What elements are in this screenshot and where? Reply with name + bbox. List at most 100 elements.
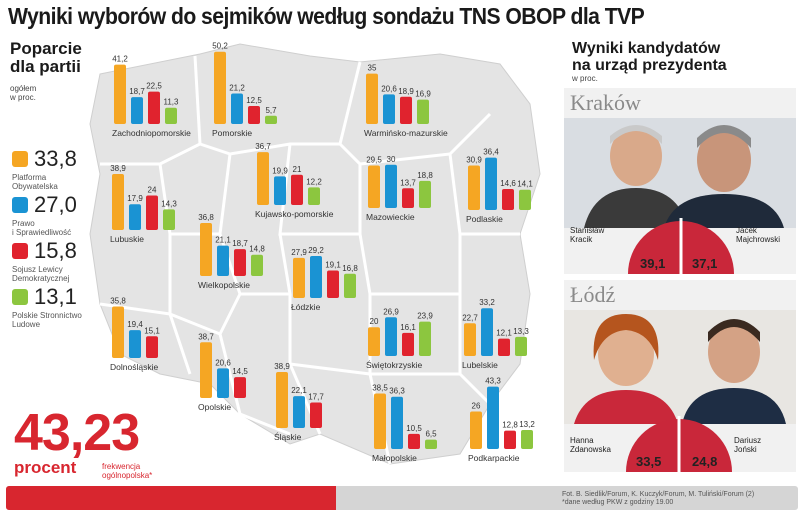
bar-value-label: 22,7 bbox=[462, 313, 478, 322]
region-group: 30,936,4 14,6 14,1 Podlaskie bbox=[466, 148, 533, 224]
bar bbox=[129, 330, 141, 358]
bar bbox=[374, 393, 386, 449]
bar bbox=[464, 323, 476, 356]
region-name-label: Kujawsko-pomorskie bbox=[255, 209, 334, 219]
region-group: 35 20,6 18,9 16,9 Warmińsko-mazurskie bbox=[364, 64, 448, 138]
bar bbox=[200, 223, 212, 276]
bar bbox=[419, 180, 431, 208]
legend-label-psl: Polskie Stronnictwo Ludowe bbox=[12, 311, 92, 329]
bar-value-label: 30,9 bbox=[466, 156, 482, 165]
photo-credit: Fot. B. Siedlik/Forum, K. Kuczyk/Forum, … bbox=[562, 491, 754, 507]
candidate-2-result: 24,8 bbox=[692, 454, 718, 469]
bar bbox=[308, 187, 320, 205]
legend-swatch-pis bbox=[12, 197, 28, 213]
legend-value-psl: 13,1 bbox=[34, 284, 77, 309]
legend-value-po: 33,8 bbox=[34, 146, 77, 171]
legend-label-po: Platforma Obywatelska bbox=[12, 173, 82, 191]
hair-shape bbox=[697, 125, 751, 148]
gauge-right bbox=[681, 221, 734, 274]
footnote: *dane według PKW z godziny 19.00 bbox=[562, 499, 674, 506]
bar bbox=[368, 327, 380, 356]
bar bbox=[214, 51, 226, 124]
bar bbox=[515, 336, 527, 356]
bar-value-label: 14,1 bbox=[517, 180, 533, 189]
region-group: 38,9 17,9 24 14,3 Lubuskie bbox=[110, 164, 177, 244]
bar bbox=[366, 73, 378, 124]
hair-shape bbox=[593, 314, 659, 360]
bar bbox=[470, 411, 482, 449]
region-name-label: Łódzkie bbox=[291, 302, 321, 312]
bar-value-label: 36,4 bbox=[483, 148, 499, 157]
bar bbox=[234, 249, 246, 276]
face-shape bbox=[708, 321, 760, 383]
bar bbox=[468, 165, 480, 210]
bar-value-label: 19,1 bbox=[325, 260, 341, 269]
bar bbox=[504, 430, 516, 449]
first-name: Stanisław bbox=[570, 226, 605, 235]
bar bbox=[148, 91, 160, 124]
page-title: Wyniki wyborów do sejmików według sondaż… bbox=[8, 3, 645, 29]
bar-value-label: 10,5 bbox=[406, 424, 422, 433]
candidate-1-figure bbox=[584, 125, 688, 228]
bar-value-label: 14,6 bbox=[500, 179, 516, 188]
suit-shape bbox=[682, 388, 786, 424]
bar bbox=[368, 165, 380, 208]
bar bbox=[200, 342, 212, 398]
legend-label-sld: Sojusz Lewicy Demokratycznej bbox=[12, 265, 82, 283]
legend-label-line: Demokratycznej bbox=[12, 274, 70, 283]
bar-value-label: 12,5 bbox=[246, 96, 262, 105]
suit-shape bbox=[664, 194, 784, 228]
candidate-2-figure bbox=[682, 319, 786, 424]
region-name-label: Wielkopolskie bbox=[198, 280, 250, 290]
region-name-label: Podkarpackie bbox=[468, 453, 520, 463]
bar-value-label: 19,9 bbox=[272, 166, 288, 175]
bar bbox=[293, 396, 305, 428]
suit-shape bbox=[584, 188, 688, 228]
bar bbox=[383, 94, 395, 124]
heading-line-1: Wyniki kandydatów bbox=[572, 40, 721, 57]
region-group: 36,8 21,1 18,714,8 Wielkopolskie bbox=[198, 213, 265, 290]
bar bbox=[327, 270, 339, 298]
bar-value-label: 43,3 bbox=[485, 377, 501, 386]
region-name-label: Opolskie bbox=[198, 402, 231, 412]
bar bbox=[146, 195, 158, 230]
candidate-2-figure bbox=[664, 125, 784, 228]
legend-label-pis: Prawo i Sprawiedliwość bbox=[12, 219, 82, 237]
bar-value-label: 12,1 bbox=[496, 329, 512, 338]
last-name: Joński bbox=[734, 445, 757, 454]
bar bbox=[274, 176, 286, 205]
region-group: 35,8 19,415,1 Dolnośląskie bbox=[110, 296, 160, 372]
region-name-label: Zachodniopomorskie bbox=[112, 128, 191, 138]
unit-line-1: ogółem bbox=[10, 84, 37, 93]
first-name: Hanna bbox=[570, 436, 594, 445]
unit-line-2: w proc. bbox=[10, 93, 36, 102]
bar-value-label: 26,9 bbox=[383, 307, 399, 316]
bar-value-label: 29,2 bbox=[308, 246, 324, 255]
bar bbox=[502, 188, 514, 210]
bar-value-label: 38,9 bbox=[110, 164, 126, 173]
party-legend: 33,8 Platforma Obywatelska 27,0 Prawo i … bbox=[12, 148, 82, 448]
region-name-label: Śląskie bbox=[274, 431, 302, 442]
bar-value-label: 12,8 bbox=[502, 421, 518, 430]
bar-value-label: 12,2 bbox=[306, 177, 322, 186]
candidate-name-1: Stanisław Kracik bbox=[570, 226, 604, 244]
bar bbox=[131, 97, 143, 124]
candidate-name-1: Hanna Zdanowska bbox=[570, 436, 611, 454]
bar bbox=[419, 321, 431, 356]
bar-value-label: 17,9 bbox=[127, 194, 143, 203]
turnout-label: frekwencja ogólnopolska* bbox=[102, 462, 182, 480]
last-name: Zdanowska bbox=[570, 445, 611, 454]
krakow-photo bbox=[564, 118, 796, 228]
legend-value-pis: 27,0 bbox=[34, 192, 77, 217]
bar-value-label: 22,1 bbox=[291, 386, 307, 395]
bar-value-label: 6,5 bbox=[425, 430, 437, 439]
region-group: 29,5 30 13,718,8 Mazowieckie bbox=[366, 155, 433, 222]
bar bbox=[217, 368, 229, 398]
bar bbox=[291, 174, 303, 205]
bar bbox=[487, 386, 499, 449]
bar-value-label: 38,5 bbox=[372, 384, 388, 393]
region-name-label: Dolnośląskie bbox=[110, 362, 158, 372]
bar bbox=[217, 245, 229, 276]
bar bbox=[519, 189, 531, 210]
bar-value-label: 13,3 bbox=[513, 327, 529, 336]
